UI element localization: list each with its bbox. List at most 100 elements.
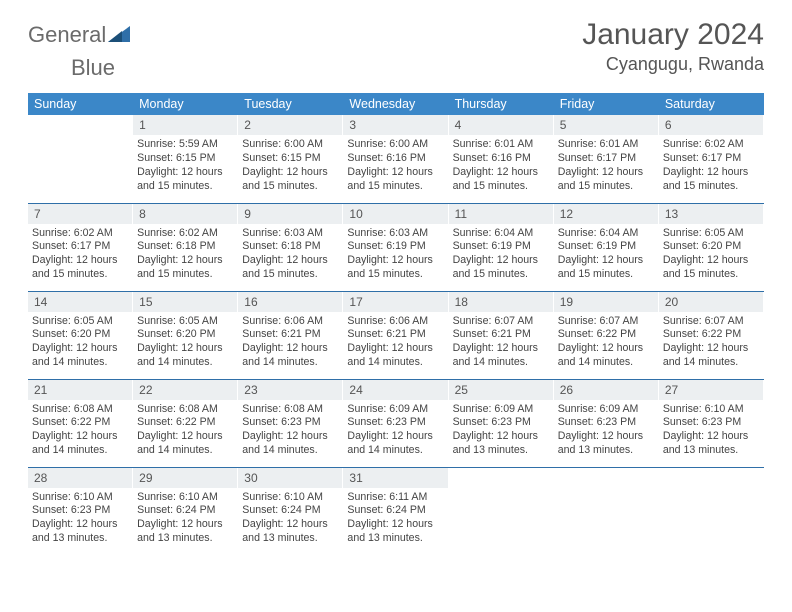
day-header: Saturday <box>659 93 764 115</box>
day-details: Sunrise: 6:01 AMSunset: 6:16 PMDaylight:… <box>449 135 554 198</box>
day-number: 27 <box>659 380 764 400</box>
day-details: Sunrise: 6:02 AMSunset: 6:17 PMDaylight:… <box>28 224 133 287</box>
sunrise-text: Sunrise: 6:09 AM <box>558 403 655 417</box>
day-details: Sunrise: 6:06 AMSunset: 6:21 PMDaylight:… <box>238 312 343 375</box>
sunrise-text: Sunrise: 6:10 AM <box>663 403 760 417</box>
day-number: 24 <box>343 380 448 400</box>
daylight-text: Daylight: 12 hours and 14 minutes. <box>32 342 129 370</box>
daylight-text: Daylight: 12 hours and 13 minutes. <box>137 518 234 546</box>
sunset-text: Sunset: 6:16 PM <box>453 152 550 166</box>
calendar-cell: 7Sunrise: 6:02 AMSunset: 6:17 PMDaylight… <box>28 203 133 291</box>
sunrise-text: Sunrise: 6:05 AM <box>137 315 234 329</box>
daylight-text: Daylight: 12 hours and 15 minutes. <box>32 254 129 282</box>
sunrise-text: Sunrise: 6:01 AM <box>453 138 550 152</box>
calendar-week-row: 7Sunrise: 6:02 AMSunset: 6:17 PMDaylight… <box>28 203 764 291</box>
day-details: Sunrise: 6:08 AMSunset: 6:23 PMDaylight:… <box>238 400 343 463</box>
sunset-text: Sunset: 6:17 PM <box>663 152 760 166</box>
calendar-week-row: 28Sunrise: 6:10 AMSunset: 6:23 PMDayligh… <box>28 467 764 555</box>
calendar-cell: 13Sunrise: 6:05 AMSunset: 6:20 PMDayligh… <box>659 203 764 291</box>
day-number: 17 <box>343 292 448 312</box>
daylight-text: Daylight: 12 hours and 14 minutes. <box>558 342 655 370</box>
daylight-text: Daylight: 12 hours and 14 minutes. <box>453 342 550 370</box>
day-number: 26 <box>554 380 659 400</box>
calendar-cell: 10Sunrise: 6:03 AMSunset: 6:19 PMDayligh… <box>343 203 448 291</box>
calendar-cell: 25Sunrise: 6:09 AMSunset: 6:23 PMDayligh… <box>449 379 554 467</box>
day-number: 29 <box>133 468 238 488</box>
sunset-text: Sunset: 6:15 PM <box>137 152 234 166</box>
calendar-cell: 1Sunrise: 5:59 AMSunset: 6:15 PMDaylight… <box>133 115 238 203</box>
day-details: Sunrise: 6:03 AMSunset: 6:18 PMDaylight:… <box>238 224 343 287</box>
calendar-week-row: 1Sunrise: 5:59 AMSunset: 6:15 PMDaylight… <box>28 115 764 203</box>
daylight-text: Daylight: 12 hours and 15 minutes. <box>137 254 234 282</box>
calendar-header-row: SundayMondayTuesdayWednesdayThursdayFrid… <box>28 93 764 115</box>
day-details: Sunrise: 6:00 AMSunset: 6:16 PMDaylight:… <box>343 135 448 198</box>
daylight-text: Daylight: 12 hours and 13 minutes. <box>558 430 655 458</box>
daylight-text: Daylight: 12 hours and 14 minutes. <box>32 430 129 458</box>
day-details: Sunrise: 6:07 AMSunset: 6:21 PMDaylight:… <box>449 312 554 375</box>
daylight-text: Daylight: 12 hours and 14 minutes. <box>347 430 444 458</box>
daylight-text: Daylight: 12 hours and 14 minutes. <box>137 430 234 458</box>
sunrise-text: Sunrise: 6:07 AM <box>558 315 655 329</box>
calendar-cell: 17Sunrise: 6:06 AMSunset: 6:21 PMDayligh… <box>343 291 448 379</box>
sunset-text: Sunset: 6:23 PM <box>558 416 655 430</box>
sunset-text: Sunset: 6:20 PM <box>663 240 760 254</box>
sunrise-text: Sunrise: 6:09 AM <box>453 403 550 417</box>
day-details: Sunrise: 6:09 AMSunset: 6:23 PMDaylight:… <box>343 400 448 463</box>
daylight-text: Daylight: 12 hours and 15 minutes. <box>347 166 444 194</box>
sunset-text: Sunset: 6:23 PM <box>663 416 760 430</box>
sunset-text: Sunset: 6:24 PM <box>242 504 339 518</box>
calendar-cell: 30Sunrise: 6:10 AMSunset: 6:24 PMDayligh… <box>238 467 343 555</box>
daylight-text: Daylight: 12 hours and 14 minutes. <box>242 342 339 370</box>
sunset-text: Sunset: 6:16 PM <box>347 152 444 166</box>
day-number: 8 <box>133 204 238 224</box>
sunrise-text: Sunrise: 6:07 AM <box>453 315 550 329</box>
day-details: Sunrise: 6:08 AMSunset: 6:22 PMDaylight:… <box>133 400 238 463</box>
sunset-text: Sunset: 6:20 PM <box>32 328 129 342</box>
sunset-text: Sunset: 6:24 PM <box>137 504 234 518</box>
day-number: 5 <box>554 115 659 135</box>
sunset-text: Sunset: 6:17 PM <box>558 152 655 166</box>
sunset-text: Sunset: 6:23 PM <box>347 416 444 430</box>
sunrise-text: Sunrise: 6:10 AM <box>32 491 129 505</box>
sunrise-text: Sunrise: 6:10 AM <box>137 491 234 505</box>
day-details: Sunrise: 6:05 AMSunset: 6:20 PMDaylight:… <box>133 312 238 375</box>
sunrise-text: Sunrise: 6:00 AM <box>242 138 339 152</box>
day-number: 12 <box>554 204 659 224</box>
day-details: Sunrise: 6:07 AMSunset: 6:22 PMDaylight:… <box>554 312 659 375</box>
day-number: 11 <box>449 204 554 224</box>
day-details: Sunrise: 6:00 AMSunset: 6:15 PMDaylight:… <box>238 135 343 198</box>
day-number <box>554 468 659 488</box>
calendar-cell: 3Sunrise: 6:00 AMSunset: 6:16 PMDaylight… <box>343 115 448 203</box>
day-number: 23 <box>238 380 343 400</box>
day-header: Wednesday <box>343 93 448 115</box>
day-details: Sunrise: 6:06 AMSunset: 6:21 PMDaylight:… <box>343 312 448 375</box>
day-details: Sunrise: 6:01 AMSunset: 6:17 PMDaylight:… <box>554 135 659 198</box>
sunset-text: Sunset: 6:22 PM <box>663 328 760 342</box>
daylight-text: Daylight: 12 hours and 15 minutes. <box>453 254 550 282</box>
day-number: 22 <box>133 380 238 400</box>
sunset-text: Sunset: 6:21 PM <box>242 328 339 342</box>
day-details: Sunrise: 6:05 AMSunset: 6:20 PMDaylight:… <box>659 224 764 287</box>
day-details: Sunrise: 6:02 AMSunset: 6:18 PMDaylight:… <box>133 224 238 287</box>
sunrise-text: Sunrise: 6:11 AM <box>347 491 444 505</box>
sunrise-text: Sunrise: 6:03 AM <box>242 227 339 241</box>
sunset-text: Sunset: 6:23 PM <box>32 504 129 518</box>
day-number: 7 <box>28 204 133 224</box>
calendar-cell: 27Sunrise: 6:10 AMSunset: 6:23 PMDayligh… <box>659 379 764 467</box>
day-header: Monday <box>133 93 238 115</box>
daylight-text: Daylight: 12 hours and 15 minutes. <box>558 166 655 194</box>
sunset-text: Sunset: 6:20 PM <box>137 328 234 342</box>
calendar-cell <box>449 467 554 555</box>
calendar-cell: 31Sunrise: 6:11 AMSunset: 6:24 PMDayligh… <box>343 467 448 555</box>
sunrise-text: Sunrise: 6:04 AM <box>558 227 655 241</box>
sunrise-text: Sunrise: 6:10 AM <box>242 491 339 505</box>
calendar-cell: 20Sunrise: 6:07 AMSunset: 6:22 PMDayligh… <box>659 291 764 379</box>
day-number: 18 <box>449 292 554 312</box>
calendar-cell: 21Sunrise: 6:08 AMSunset: 6:22 PMDayligh… <box>28 379 133 467</box>
day-number: 10 <box>343 204 448 224</box>
calendar-cell: 29 Sunrise: 6:10 AMSunset: 6:24 PMDayligh… <box>133 467 238 555</box>
day-number <box>659 468 764 488</box>
daylight-text: Daylight: 12 hours and 15 minutes. <box>242 254 339 282</box>
sunrise-text: Sunrise: 6:06 AM <box>242 315 339 329</box>
day-header: Friday <box>554 93 659 115</box>
